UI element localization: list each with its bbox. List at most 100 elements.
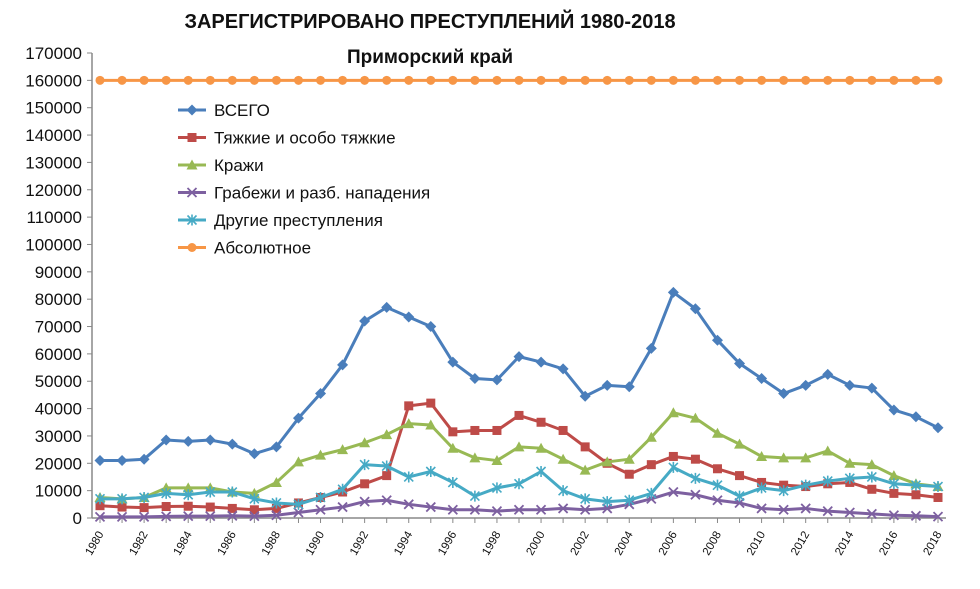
series-4-point bbox=[646, 487, 657, 499]
series-5-point bbox=[95, 75, 105, 85]
series-2-point bbox=[800, 452, 812, 463]
series-2-point bbox=[866, 459, 878, 470]
series-0-point bbox=[270, 441, 282, 453]
series-4-point bbox=[227, 486, 238, 498]
series-2-point bbox=[292, 456, 304, 467]
x-tick-label: 2018 bbox=[921, 530, 944, 558]
series-2-point bbox=[315, 449, 327, 460]
series-5-point bbox=[536, 75, 546, 85]
series-4-point bbox=[932, 481, 944, 493]
x-tick-label: 1996 bbox=[436, 530, 459, 558]
series-1-point bbox=[690, 454, 700, 464]
series-5-point bbox=[690, 75, 700, 85]
series-layer bbox=[94, 75, 944, 523]
series-0-point bbox=[182, 435, 194, 447]
series-0-point bbox=[800, 379, 812, 391]
x-tick-label: 2014 bbox=[833, 529, 856, 558]
series-5-point bbox=[404, 75, 414, 85]
series-3-point bbox=[447, 504, 458, 515]
series-2-point bbox=[513, 441, 525, 452]
series-2-point bbox=[822, 445, 834, 456]
x-tick-label: 2010 bbox=[745, 530, 768, 558]
series-2-point bbox=[844, 457, 856, 468]
series-3-point bbox=[161, 511, 172, 522]
y-tick-label: 120000 bbox=[25, 181, 82, 200]
series-4-point bbox=[624, 494, 635, 506]
series-2-point bbox=[535, 442, 547, 453]
series-5-point bbox=[492, 75, 502, 85]
series-2-point bbox=[469, 452, 481, 463]
series-3-point bbox=[932, 511, 944, 522]
x-tick-label: 2016 bbox=[877, 530, 900, 558]
series-5-point bbox=[205, 75, 215, 85]
y-tick-label: 130000 bbox=[25, 153, 82, 172]
legend-item: Грабежи и разб. нападения bbox=[178, 184, 430, 203]
y-tick-label: 50000 bbox=[35, 372, 82, 391]
x-tick-label: 2008 bbox=[701, 530, 724, 558]
y-tick-label: 0 bbox=[73, 509, 82, 528]
series-5-point bbox=[316, 75, 326, 85]
series-3-point bbox=[94, 511, 106, 523]
series-0-point bbox=[513, 351, 525, 363]
chart-subtitle: Приморский край bbox=[347, 47, 513, 68]
series-0-point bbox=[337, 359, 349, 371]
series-3-point bbox=[183, 510, 194, 522]
series-1-point bbox=[470, 425, 480, 435]
x-tick-label: 2006 bbox=[657, 530, 680, 558]
series-1-point bbox=[514, 410, 524, 420]
series-0-point bbox=[623, 381, 635, 393]
series-5-point bbox=[426, 75, 436, 85]
series-5-point bbox=[823, 75, 833, 85]
series-1-point bbox=[139, 503, 149, 513]
series-1-point bbox=[448, 427, 458, 437]
series-1-point bbox=[889, 488, 899, 498]
series-4-point bbox=[712, 479, 723, 491]
y-tick-label: 60000 bbox=[35, 345, 82, 364]
series-5-point bbox=[249, 75, 259, 85]
series-4-point bbox=[491, 482, 503, 494]
series-5-point bbox=[117, 75, 127, 85]
series-0 bbox=[94, 286, 944, 467]
axes: 0 10000 20000 30000 40000 50000 60000 70000 8000… bbox=[25, 44, 946, 558]
series-5-point bbox=[139, 75, 149, 85]
series-4-point bbox=[381, 460, 392, 472]
series-3-line bbox=[100, 490, 939, 519]
legend-marker bbox=[187, 243, 197, 252]
series-4-point bbox=[535, 466, 547, 477]
series-1-point bbox=[161, 502, 171, 512]
legend-marker bbox=[186, 159, 198, 170]
series-2-point bbox=[601, 456, 613, 467]
series-0-point bbox=[866, 382, 878, 394]
series-2-point bbox=[888, 470, 900, 481]
series-5-point bbox=[867, 75, 877, 85]
legend-label: Кражи bbox=[214, 156, 264, 175]
series-3-point bbox=[381, 495, 392, 506]
series-2-point bbox=[425, 419, 437, 430]
series-0-point bbox=[932, 422, 944, 434]
series-4-point bbox=[866, 471, 877, 483]
series-5-point bbox=[757, 75, 767, 85]
series-1-point bbox=[183, 501, 193, 511]
x-tick-label: 2000 bbox=[524, 530, 547, 558]
series-1-point bbox=[492, 425, 502, 435]
y-tick-label: 90000 bbox=[35, 263, 82, 282]
legend-marker bbox=[186, 214, 198, 226]
legend-label: Грабежи и разб. нападения bbox=[214, 184, 430, 203]
series-4-point bbox=[580, 493, 591, 505]
series-4-point bbox=[513, 478, 525, 490]
series-5-point bbox=[646, 75, 656, 85]
series-1-point bbox=[580, 442, 590, 452]
legend: ВСЕГО Тяжкие и особо тяжкие Кражи Грабежи и… bbox=[178, 101, 430, 258]
series-2-point bbox=[734, 438, 746, 449]
series-2-point bbox=[778, 452, 790, 463]
series-1-point bbox=[205, 502, 215, 512]
series-2-point bbox=[447, 442, 459, 453]
series-5-point bbox=[360, 75, 370, 85]
series-2-point bbox=[381, 429, 393, 440]
series-3-point bbox=[359, 496, 370, 507]
series-4-point bbox=[910, 479, 922, 491]
series-4-point bbox=[734, 490, 745, 502]
x-tick-label: 1984 bbox=[172, 529, 195, 558]
series-3-point bbox=[756, 503, 767, 514]
x-tick-label: 1994 bbox=[392, 529, 415, 558]
